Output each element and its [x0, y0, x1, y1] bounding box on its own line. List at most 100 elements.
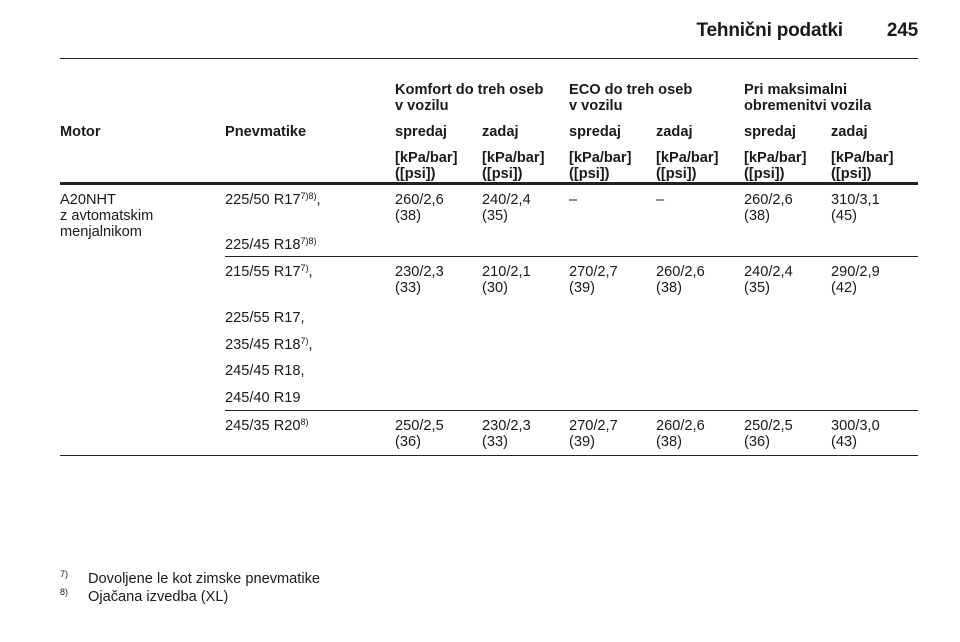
pressure-kpa-bar: 310/3,1 [831, 192, 880, 208]
tyre-size-text: 235/45 R18 [225, 337, 301, 353]
unit-cell: [kPa/bar] ([psi]) [482, 150, 544, 182]
group-max-line2: obremenitvi vozila [744, 98, 872, 114]
pressure-kpa-bar: 260/2,6 [744, 192, 793, 208]
pressure-psi: (38) [656, 434, 682, 450]
pressure-value: 240/2,4 (35) [744, 264, 793, 296]
row-rule [225, 410, 918, 411]
tyre-size-text: 245/45 R18, [225, 363, 305, 379]
unit-line2: ([psi]) [482, 166, 523, 182]
pressure-kpa-bar: 300/3,0 [831, 418, 880, 434]
pressure-psi: (38) [656, 280, 682, 296]
col-eco-front-header: spredaj [569, 124, 621, 140]
pressure-value: 260/2,6 (38) [744, 192, 793, 224]
pressure-value: 250/2,5 (36) [744, 418, 793, 450]
group-comfort-line2: v vozilu [395, 98, 449, 114]
table-bottom-rule [60, 455, 918, 456]
footnote-mark: 7) [60, 569, 69, 579]
pressure-value: 260/2,6 (38) [656, 418, 705, 450]
col-tyres-header: Pnevmatike [225, 124, 307, 140]
footnote-ref: 7)8) [300, 191, 317, 201]
unit-line2: ([psi]) [656, 166, 697, 182]
group-max-heading: Pri maksimalni obremenitvi vozila [744, 82, 871, 114]
pressure-value: 230/2,3 (33) [395, 264, 444, 296]
unit-line2: ([psi]) [395, 166, 436, 182]
pressure-kpa-bar: 210/2,1 [482, 264, 531, 280]
pressure-value: 260/2,6 (38) [395, 192, 444, 224]
pressure-kpa-bar: 270/2,7 [569, 264, 618, 280]
tyre-size-suffix: , [316, 192, 321, 208]
page-number: 245 [886, 20, 918, 41]
row-rule [225, 256, 918, 257]
page-title: Tehnični podatki [696, 20, 844, 41]
pressure-psi: (33) [395, 280, 421, 296]
pressure-psi: (43) [831, 434, 857, 450]
group-eco-heading: ECO do treh oseb v vozilu [569, 82, 692, 114]
pressure-kpa-bar: 250/2,5 [744, 418, 793, 434]
pressure-value: 290/2,9 (42) [831, 264, 880, 296]
pressure-kpa-bar: – [569, 192, 578, 208]
pressure-kpa-bar: 240/2,4 [744, 264, 793, 280]
pressure-kpa-bar: 240/2,4 [482, 192, 531, 208]
pressure-kpa-bar: 230/2,3 [395, 264, 444, 280]
unit-line1: [kPa/bar] [569, 150, 632, 166]
group-eco-line2: v vozilu [569, 98, 623, 114]
unit-line1: [kPa/bar] [395, 150, 458, 166]
col-comfort-front-header: spredaj [395, 124, 447, 140]
motor-line: z avtomatskim [60, 208, 154, 224]
tyre-size-suffix: , [308, 264, 313, 280]
group-comfort-heading: Komfort do treh oseb v vozilu [395, 82, 543, 114]
pressure-value: 260/2,6 (38) [656, 264, 705, 296]
pressure-value: 310/3,1 (45) [831, 192, 880, 224]
col-max-rear-header: zadaj [831, 124, 868, 140]
unit-cell: [kPa/bar] ([psi]) [744, 150, 806, 182]
pressure-psi: (33) [482, 434, 508, 450]
group-eco-line1: ECO do treh oseb [569, 82, 693, 98]
pressure-psi: (38) [395, 208, 421, 224]
pressure-value: 230/2,3 (33) [482, 418, 531, 450]
tyre-size-text: 245/40 R19 [225, 390, 301, 406]
footnote-ref: 7) [300, 336, 309, 346]
group-max-line1: Pri maksimalni [744, 82, 848, 98]
pressure-value: 240/2,4 (35) [482, 192, 531, 224]
pressure-value: – [656, 192, 664, 208]
page-header: Tehnični podatki 245 [60, 20, 919, 42]
pressure-psi: (30) [482, 280, 508, 296]
tyre-size-text: 225/50 R17 [225, 192, 301, 208]
tyre-size: 225/45 R187)8) [225, 236, 317, 254]
tyre-size-text: 245/35 R20 [225, 418, 301, 434]
unit-line1: [kPa/bar] [831, 150, 894, 166]
footnote-ref: 7)8) [300, 236, 317, 246]
tyre-size: 225/55 R17, [225, 310, 305, 326]
pressure-psi: (36) [744, 434, 770, 450]
tyre-size: 245/40 R19 [225, 390, 300, 406]
header-rule [60, 58, 918, 59]
pressure-psi: (39) [569, 280, 595, 296]
footnote-ref: 7) [300, 263, 309, 273]
pressure-value: 300/3,0 (43) [831, 418, 880, 450]
pressure-psi: (42) [831, 280, 857, 296]
unit-cell: [kPa/bar] ([psi]) [569, 150, 631, 182]
footnote-ref: 8) [300, 417, 309, 427]
pressure-kpa-bar: 260/2,6 [656, 264, 705, 280]
col-eco-rear-header: zadaj [656, 124, 693, 140]
col-max-front-header: spredaj [744, 124, 796, 140]
tyre-size: 225/50 R177)8), [225, 191, 321, 209]
pressure-kpa-bar: 290/2,9 [831, 264, 880, 280]
footnote-text: Ojačana izvedba (XL) [88, 589, 229, 605]
unit-line2: ([psi]) [569, 166, 610, 182]
pressure-value: 210/2,1 (30) [482, 264, 531, 296]
pressure-kpa-bar: 250/2,5 [395, 418, 444, 434]
unit-line2: ([psi]) [744, 166, 785, 182]
pressure-kpa-bar: 270/2,7 [569, 418, 618, 434]
pressure-psi: (35) [744, 280, 770, 296]
unit-cell: [kPa/bar] ([psi]) [831, 150, 893, 182]
pressure-value: 250/2,5 (36) [395, 418, 444, 450]
tyre-size-text: 215/55 R17 [225, 264, 301, 280]
motor-line: A20NHT [60, 192, 116, 208]
pressure-value: 270/2,7 (39) [569, 264, 618, 296]
pressure-psi: (35) [482, 208, 508, 224]
footnote-mark: 8) [60, 587, 69, 597]
unit-line1: [kPa/bar] [744, 150, 807, 166]
tyre-size: 245/45 R18, [225, 363, 305, 379]
col-comfort-rear-header: zadaj [482, 124, 519, 140]
